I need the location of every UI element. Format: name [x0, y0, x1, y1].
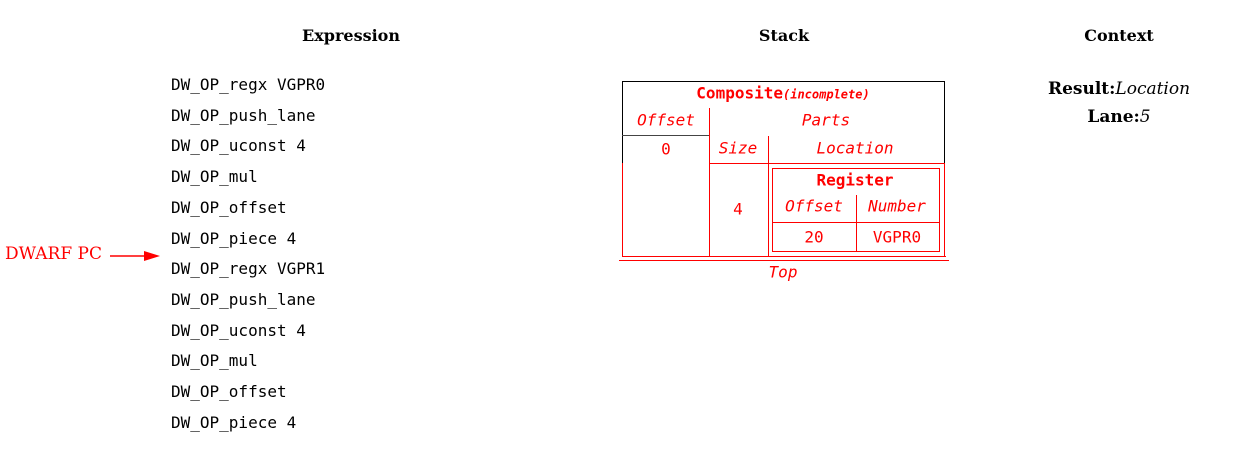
- stack-top-label: Top: [768, 262, 798, 282]
- register-number-label: Number: [868, 196, 926, 216]
- expression-op: DW_OP_push_lane: [171, 105, 316, 125]
- register-offset-label: Offset: [785, 196, 843, 216]
- expression-op: DW_OP_push_lane: [171, 289, 316, 309]
- size-label: Size: [718, 138, 758, 158]
- expression-op: DW_OP_uconst 4: [171, 136, 306, 156]
- lane-value: 5: [1139, 107, 1151, 127]
- offset-label: Offset: [637, 110, 695, 130]
- composite-note: (incomplete): [783, 87, 870, 102]
- expression-op: DW_OP_piece 4: [171, 228, 297, 248]
- expression-op: DW_OP_offset: [171, 197, 287, 217]
- offset-value: 0: [661, 139, 671, 159]
- context-lane: Lane:5: [1087, 107, 1150, 127]
- expression-header: Expression: [302, 26, 400, 45]
- register-offset-value: 20: [804, 227, 824, 247]
- pc-arrow-icon: [110, 251, 160, 261]
- context-result: Result:Location: [1048, 79, 1190, 99]
- location-label: Location: [816, 138, 894, 158]
- dwarf-pc-label: DWARF PC: [5, 244, 102, 264]
- context-header: Context: [1084, 26, 1154, 45]
- parts-label: Parts: [801, 110, 851, 130]
- expression-op: DW_OP_regx VGPR1: [171, 259, 326, 279]
- size-value: 4: [733, 199, 743, 219]
- expression-op: DW_OP_mul: [171, 351, 258, 371]
- stack-header: Stack: [758, 26, 810, 45]
- expression-op: DW_OP_uconst 4: [171, 320, 306, 340]
- expression-op: DW_OP_regx VGPR0: [171, 75, 326, 94]
- expression-op: DW_OP_offset: [171, 382, 287, 401]
- register-title: Register: [816, 170, 894, 190]
- register-number-value: VGPR0: [872, 227, 922, 247]
- lane-label: Lane:: [1087, 107, 1140, 127]
- result-value: Location: [1115, 79, 1191, 99]
- result-label: Result:: [1047, 79, 1116, 99]
- expression-op: DW_OP_mul: [171, 167, 258, 187]
- composite-title: Composite: [696, 83, 783, 103]
- expression-op: DW_OP_piece 4: [171, 412, 297, 432]
